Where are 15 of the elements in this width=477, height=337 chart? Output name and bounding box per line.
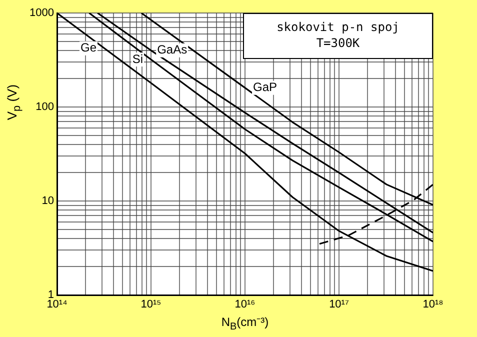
x-tick-label: 10¹⁷ — [329, 298, 349, 311]
series-label: Si — [132, 52, 143, 66]
x-tick-label: 10¹⁴ — [46, 298, 68, 311]
x-tick-label: 10¹⁸ — [422, 298, 444, 311]
y-tick-label: 100 — [36, 101, 54, 114]
x-axis-title: N$_{B}$(cm⁻³) — [220, 314, 270, 332]
annotation: T=300K — [315, 35, 361, 51]
x-tick-label: 10¹⁶ — [234, 298, 256, 311]
x-tick-label: 10¹⁵ — [140, 298, 162, 311]
series-label: Ge — [80, 40, 97, 55]
y-tick-label: 1000 — [30, 7, 54, 20]
series-label: GaP — [253, 80, 278, 94]
series-label: GaAs — [157, 42, 188, 57]
annotation: skokovit p-n spoj — [276, 19, 400, 35]
y-tick-label: 10 — [42, 195, 54, 208]
